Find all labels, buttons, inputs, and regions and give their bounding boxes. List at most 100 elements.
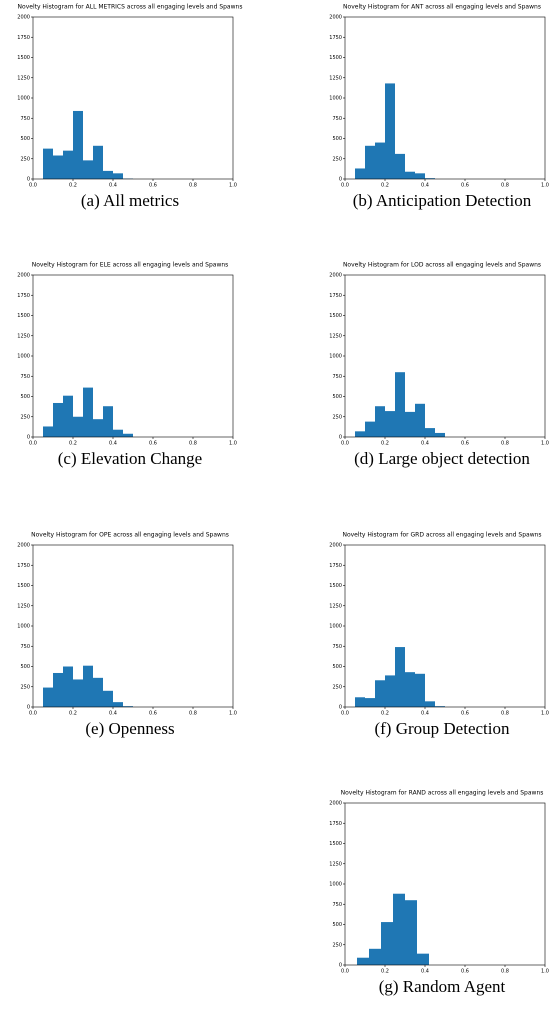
bar bbox=[375, 406, 385, 437]
bar bbox=[395, 372, 405, 437]
y-tick-label: 1500 bbox=[329, 841, 342, 847]
bar bbox=[425, 428, 435, 437]
x-tick-label: 0.0 bbox=[341, 969, 349, 975]
bar bbox=[355, 697, 365, 707]
caption: (g) Random Agent bbox=[379, 977, 506, 996]
bar bbox=[73, 416, 83, 437]
bar bbox=[395, 647, 405, 707]
y-tick-label: 1000 bbox=[329, 882, 342, 888]
x-tick-label: 0.6 bbox=[461, 183, 469, 189]
x-tick-label: 0.8 bbox=[501, 183, 509, 189]
y-tick-label: 1500 bbox=[17, 313, 30, 319]
y-tick-label: 1000 bbox=[329, 624, 342, 630]
y-tick-label: 1500 bbox=[329, 55, 342, 61]
x-tick-label: 0.6 bbox=[149, 183, 157, 189]
x-tick-label: 1.0 bbox=[229, 711, 237, 717]
y-tick-label: 0 bbox=[339, 705, 342, 711]
bar bbox=[123, 433, 133, 437]
y-tick-label: 750 bbox=[332, 902, 342, 908]
y-tick-label: 500 bbox=[20, 136, 30, 142]
bar bbox=[365, 698, 375, 707]
x-tick-label: 0.6 bbox=[149, 441, 157, 447]
x-tick-label: 0.4 bbox=[109, 441, 117, 447]
y-tick-label: 750 bbox=[332, 374, 342, 380]
bar bbox=[385, 83, 395, 179]
x-tick-label: 0.4 bbox=[421, 441, 429, 447]
bar bbox=[415, 173, 425, 179]
chart-title: Novelty Histogram for ANT across all eng… bbox=[343, 4, 541, 11]
y-tick-label: 1750 bbox=[17, 563, 30, 569]
chart-title: Novelty Histogram for LOD across all eng… bbox=[343, 262, 541, 269]
y-tick-label: 2000 bbox=[329, 801, 342, 807]
bar bbox=[83, 665, 93, 707]
chart-title: Novelty Histogram for OPE across all eng… bbox=[31, 532, 229, 539]
y-tick-label: 0 bbox=[339, 177, 342, 183]
y-tick-label: 1250 bbox=[329, 861, 342, 867]
bar bbox=[405, 672, 415, 707]
caption: (a) All metrics bbox=[81, 191, 179, 210]
y-tick-label: 1750 bbox=[329, 35, 342, 41]
bar bbox=[415, 403, 425, 437]
bar bbox=[113, 429, 123, 437]
y-tick-label: 1250 bbox=[17, 603, 30, 609]
bar bbox=[63, 395, 73, 437]
bar bbox=[405, 900, 417, 965]
bar bbox=[393, 893, 405, 965]
y-tick-label: 2000 bbox=[329, 15, 342, 21]
bar bbox=[103, 406, 113, 437]
bar bbox=[93, 145, 103, 179]
y-tick-label: 250 bbox=[20, 156, 30, 162]
x-tick-label: 1.0 bbox=[541, 969, 549, 975]
x-tick-label: 0.6 bbox=[461, 441, 469, 447]
bar bbox=[43, 426, 53, 437]
y-tick-label: 750 bbox=[20, 116, 30, 122]
y-tick-label: 500 bbox=[20, 394, 30, 400]
x-tick-label: 0.0 bbox=[29, 183, 37, 189]
y-tick-label: 250 bbox=[20, 414, 30, 420]
bar bbox=[375, 142, 385, 179]
x-tick-label: 0.4 bbox=[109, 183, 117, 189]
bar bbox=[381, 922, 393, 965]
x-tick-label: 1.0 bbox=[541, 183, 549, 189]
y-tick-label: 1000 bbox=[17, 624, 30, 630]
y-tick-label: 1750 bbox=[17, 293, 30, 299]
y-tick-label: 1000 bbox=[329, 354, 342, 360]
x-tick-label: 0.8 bbox=[501, 711, 509, 717]
x-tick-label: 0.4 bbox=[109, 711, 117, 717]
x-tick-label: 0.0 bbox=[341, 183, 349, 189]
x-tick-label: 0.8 bbox=[189, 183, 197, 189]
bar bbox=[123, 706, 133, 707]
x-tick-label: 0.6 bbox=[461, 969, 469, 975]
y-tick-label: 1250 bbox=[17, 75, 30, 81]
bar bbox=[83, 387, 93, 437]
y-tick-label: 2000 bbox=[17, 15, 30, 21]
x-tick-label: 1.0 bbox=[541, 441, 549, 447]
bar bbox=[53, 155, 63, 179]
y-tick-label: 250 bbox=[332, 156, 342, 162]
y-tick-label: 250 bbox=[20, 684, 30, 690]
caption: (d) Large object detection bbox=[354, 449, 530, 468]
x-tick-label: 0.4 bbox=[421, 183, 429, 189]
y-tick-label: 750 bbox=[20, 374, 30, 380]
x-tick-label: 0.0 bbox=[341, 441, 349, 447]
bar bbox=[355, 168, 365, 179]
y-tick-label: 2000 bbox=[17, 273, 30, 279]
y-tick-label: 750 bbox=[20, 644, 30, 650]
bar bbox=[369, 948, 381, 965]
x-tick-label: 0.8 bbox=[501, 969, 509, 975]
bar bbox=[113, 702, 123, 707]
bar bbox=[355, 431, 365, 437]
bar bbox=[385, 675, 395, 707]
y-tick-label: 1500 bbox=[17, 55, 30, 61]
y-tick-label: 1750 bbox=[17, 35, 30, 41]
y-tick-label: 250 bbox=[332, 414, 342, 420]
bar bbox=[405, 171, 415, 179]
y-tick-label: 0 bbox=[27, 435, 30, 441]
y-tick-label: 1750 bbox=[329, 821, 342, 827]
y-tick-label: 1250 bbox=[329, 75, 342, 81]
caption: (b) Anticipation Detection bbox=[353, 191, 532, 210]
x-tick-label: 0.2 bbox=[69, 711, 77, 717]
y-tick-label: 0 bbox=[27, 705, 30, 711]
y-tick-label: 2000 bbox=[17, 543, 30, 549]
y-tick-label: 1250 bbox=[17, 333, 30, 339]
